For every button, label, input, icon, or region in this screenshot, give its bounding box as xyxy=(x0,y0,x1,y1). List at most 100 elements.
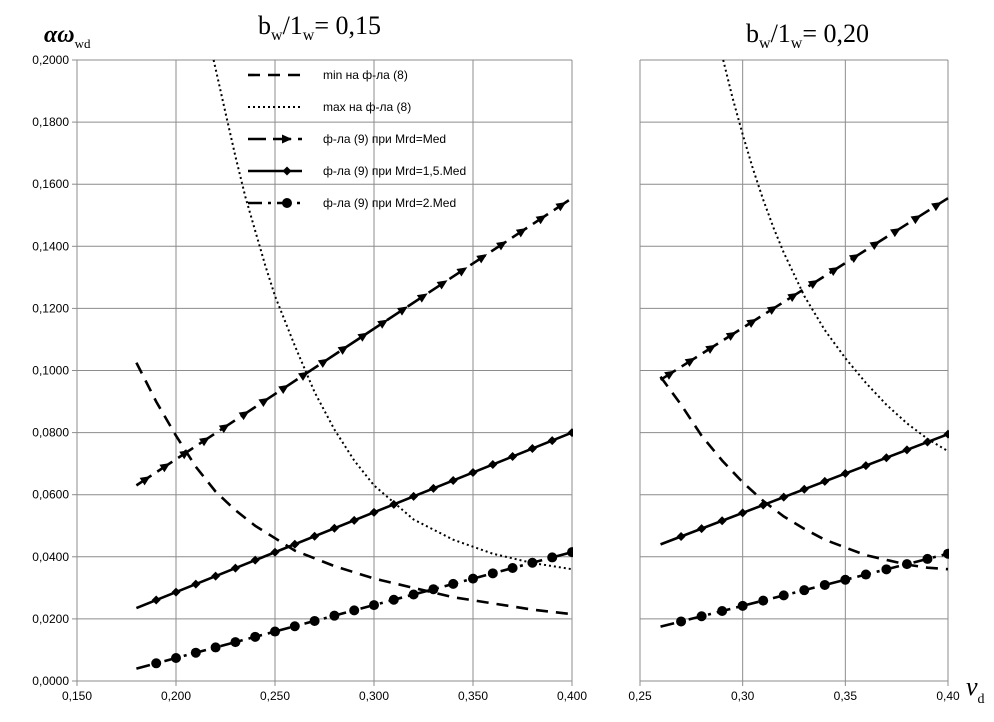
series-3-marker xyxy=(357,332,369,342)
series-5-marker xyxy=(388,594,399,605)
series-3-marker xyxy=(746,318,758,328)
series-4-marker xyxy=(448,475,458,485)
chart-panel-left: 0,150 0,200 0,250 0,300 0,350 0,400 0,0000 0,02… xyxy=(32,53,587,703)
series-5-marker xyxy=(190,647,201,658)
series-group xyxy=(659,59,949,628)
series-4-marker xyxy=(151,595,161,605)
series-4-marker xyxy=(171,587,181,597)
series-3-marker xyxy=(535,215,547,225)
series-5-marker xyxy=(567,547,573,558)
series-3-marker xyxy=(397,306,408,316)
series-3-marker xyxy=(258,397,270,408)
y-tick-label: 0,1000 xyxy=(32,364,69,378)
series-3-marker xyxy=(496,241,507,251)
legend-marker-5 xyxy=(282,198,292,208)
series-5-marker xyxy=(758,595,769,606)
series-5-marker xyxy=(901,559,912,570)
series-5-marker xyxy=(717,606,728,617)
series-3-marker xyxy=(298,371,309,381)
legend-entry-5: ф-ла (9) при Mrd=2.Med xyxy=(323,196,456,210)
chart-title-right: bw/1w= 0,20 xyxy=(746,19,869,52)
x-tick-label: 0,30 xyxy=(731,689,755,703)
series-3-marker xyxy=(664,370,676,380)
series-3-marker xyxy=(476,254,488,264)
x-tick-label: 0,250 xyxy=(260,689,290,703)
series-4-marker xyxy=(409,491,419,501)
x-axis-label: νd xyxy=(966,672,985,707)
series-3-marker xyxy=(705,344,717,354)
series-5-marker xyxy=(696,611,707,622)
series-5-marker xyxy=(428,584,439,595)
legend-entry-2: max на ф-ла (8) xyxy=(323,100,411,114)
series-4-marker xyxy=(820,476,830,486)
chart-panel-right: 0,25 0,30 0,35 0,40 xyxy=(628,59,960,703)
series-3-marker xyxy=(179,449,191,460)
series-5-marker xyxy=(737,600,748,611)
series-3-marker xyxy=(910,214,922,225)
series-3-marker xyxy=(317,358,329,368)
series-5-marker xyxy=(676,616,687,627)
series-3-marker xyxy=(848,253,860,264)
series-4-marker xyxy=(547,436,557,446)
series-5-marker xyxy=(881,564,892,575)
series-3-marker xyxy=(766,305,778,315)
series-5-marker xyxy=(369,600,379,611)
series-4-marker xyxy=(717,516,727,526)
series-5-marker xyxy=(819,579,830,590)
series-4-marker xyxy=(840,469,850,479)
legend-entry-1: min на ф-ла (8) xyxy=(323,68,408,82)
series-4-marker xyxy=(389,499,399,509)
series-3-marker xyxy=(787,292,799,302)
series-3-marker xyxy=(218,423,230,434)
series-5-marker xyxy=(778,590,789,601)
series-3-marker xyxy=(515,228,527,238)
series-5-marker xyxy=(250,631,261,642)
y-tick-label: 0,1400 xyxy=(32,239,69,253)
x-tick-label: 0,150 xyxy=(62,689,92,703)
series-3-marker xyxy=(931,201,942,212)
series-4-marker xyxy=(191,579,201,589)
series-5-marker xyxy=(860,569,871,580)
series-5-marker xyxy=(527,557,538,568)
series-1-line xyxy=(135,362,573,616)
series-5-marker xyxy=(309,615,320,626)
series-5-marker xyxy=(329,610,340,621)
x-tick-label: 0,400 xyxy=(557,689,587,703)
series-4-marker xyxy=(310,531,320,541)
series-3-marker xyxy=(416,293,428,303)
series-4-marker xyxy=(488,459,498,469)
series-5-marker xyxy=(171,652,181,663)
series-3-marker xyxy=(684,357,696,367)
series-4-marker xyxy=(211,571,221,581)
y-tick-label: 0,1800 xyxy=(32,115,69,129)
series-5-marker xyxy=(349,605,360,616)
legend-marker-3 xyxy=(282,134,292,144)
series-3-marker xyxy=(890,227,901,238)
y-tick-label: 0,2000 xyxy=(32,53,69,67)
series-4-marker xyxy=(290,539,300,549)
series-4-marker xyxy=(922,437,932,447)
series-5-marker xyxy=(468,573,478,584)
series-3-marker xyxy=(555,201,567,212)
legend-marker-4 xyxy=(282,166,292,176)
x-tick-label: 0,25 xyxy=(628,689,652,703)
y-tick-label: 0,0800 xyxy=(32,426,69,440)
x-tick-label: 0,300 xyxy=(359,689,389,703)
series-3-marker xyxy=(456,267,468,277)
series-5-marker xyxy=(151,658,162,669)
series-3-marker xyxy=(725,331,737,341)
series-3-marker xyxy=(337,345,349,355)
series-4-marker xyxy=(428,483,438,493)
series-5-marker xyxy=(943,548,949,559)
series-3-marker xyxy=(278,384,290,394)
y-tick-label: 0,1200 xyxy=(32,301,69,315)
series-5-marker xyxy=(270,626,280,637)
series-1-line xyxy=(659,375,949,571)
series-3-marker xyxy=(377,319,389,329)
series-5-marker xyxy=(547,552,558,563)
series-5-marker xyxy=(507,563,518,574)
series-4-marker xyxy=(881,453,891,463)
series-4-marker xyxy=(861,461,871,471)
series-4-marker xyxy=(468,467,478,477)
